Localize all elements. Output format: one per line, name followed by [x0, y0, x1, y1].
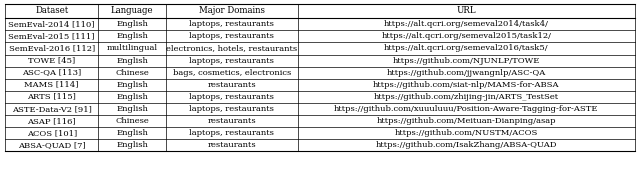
Text: restaurants: restaurants: [207, 141, 256, 149]
Text: electronics, hotels, restaurants: electronics, hotels, restaurants: [166, 44, 298, 52]
Text: English: English: [116, 57, 148, 65]
Text: https://github.com/jjwangnlp/ASC-QA: https://github.com/jjwangnlp/ASC-QA: [387, 69, 546, 77]
Text: Chinese: Chinese: [115, 117, 149, 125]
Text: English: English: [116, 32, 148, 40]
Text: SemEval-2016 [112]: SemEval-2016 [112]: [8, 44, 95, 52]
Text: ASTE-Data-V2 [91]: ASTE-Data-V2 [91]: [12, 105, 92, 113]
Text: restaurants: restaurants: [207, 81, 256, 89]
Text: restaurants: restaurants: [207, 117, 256, 125]
Text: English: English: [116, 93, 148, 101]
Text: laptops, restaurants: laptops, restaurants: [189, 105, 275, 113]
Text: https://github.com/xuuuluuu/Position-Aware-Tagging-for-ASTE: https://github.com/xuuuluuu/Position-Awa…: [334, 105, 598, 113]
Text: https://github.com/IsakZhang/ABSA-QUAD: https://github.com/IsakZhang/ABSA-QUAD: [376, 141, 557, 149]
Text: https://github.com/siat-nlp/MAMS-for-ABSA: https://github.com/siat-nlp/MAMS-for-ABS…: [373, 81, 559, 89]
Text: https://alt.qcri.org/semeval2015/task12/: https://alt.qcri.org/semeval2015/task12/: [381, 32, 552, 40]
Text: https://github.com/zhijing-jin/ARTS_TestSet: https://github.com/zhijing-jin/ARTS_Test…: [374, 93, 559, 101]
Text: English: English: [116, 81, 148, 89]
Text: ARTS [115]: ARTS [115]: [28, 93, 76, 101]
Text: multilingual: multilingual: [106, 44, 157, 52]
Text: https://github.com/Meituan-Dianping/asap: https://github.com/Meituan-Dianping/asap: [377, 117, 556, 125]
Text: laptops, restaurants: laptops, restaurants: [189, 32, 275, 40]
Text: https://alt.qcri.org/semeval2016/task5/: https://alt.qcri.org/semeval2016/task5/: [384, 44, 548, 52]
Text: Dataset: Dataset: [35, 6, 68, 15]
Text: Major Domains: Major Domains: [199, 6, 265, 15]
Text: TOWE [45]: TOWE [45]: [28, 57, 76, 65]
Text: English: English: [116, 105, 148, 113]
Text: laptops, restaurants: laptops, restaurants: [189, 129, 275, 137]
Text: ASAP [116]: ASAP [116]: [28, 117, 76, 125]
Text: https://github.com/NJUNLP/TOWE: https://github.com/NJUNLP/TOWE: [393, 57, 540, 65]
Text: SemEval-2014 [110]: SemEval-2014 [110]: [8, 20, 95, 28]
Text: laptops, restaurants: laptops, restaurants: [189, 20, 275, 28]
Text: English: English: [116, 20, 148, 28]
Text: laptops, restaurants: laptops, restaurants: [189, 57, 275, 65]
Text: MAMS [114]: MAMS [114]: [24, 81, 79, 89]
Text: laptops, restaurants: laptops, restaurants: [189, 93, 275, 101]
Text: ABSA-QUAD [7]: ABSA-QUAD [7]: [18, 141, 86, 149]
Text: ASC-QA [113]: ASC-QA [113]: [22, 69, 81, 77]
Text: English: English: [116, 141, 148, 149]
Text: Language: Language: [111, 6, 154, 15]
Text: Chinese: Chinese: [115, 69, 149, 77]
Text: https://github.com/NUSTM/ACOS: https://github.com/NUSTM/ACOS: [395, 129, 538, 137]
Text: bags, cosmetics, electronics: bags, cosmetics, electronics: [173, 69, 291, 77]
Text: ACOS [101]: ACOS [101]: [27, 129, 77, 137]
Text: English: English: [116, 129, 148, 137]
Text: URL: URL: [456, 6, 476, 15]
Text: https://alt.qcri.org/semeval2014/task4/: https://alt.qcri.org/semeval2014/task4/: [384, 20, 549, 28]
Text: SemEval-2015 [111]: SemEval-2015 [111]: [8, 32, 95, 40]
